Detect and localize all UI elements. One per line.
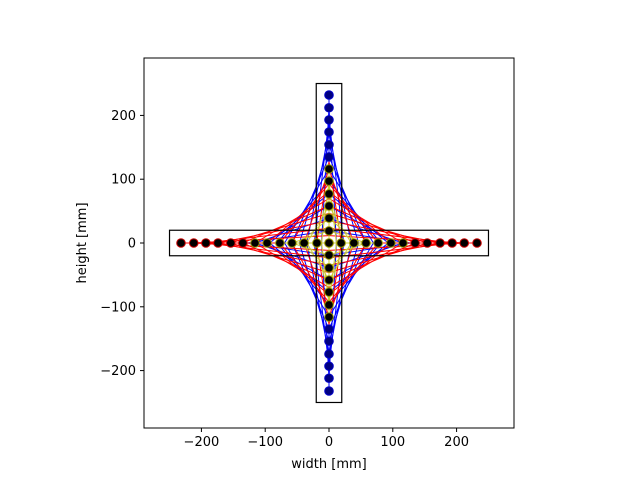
point-horizontal — [188, 238, 199, 248]
point-inner-horizontal — [373, 238, 383, 248]
y-tick-label: 200 — [111, 109, 136, 124]
point-inner-vertical — [324, 263, 334, 273]
point-inner-vertical — [324, 312, 334, 322]
point-horizontal — [176, 238, 186, 248]
x-tick-label: 100 — [380, 435, 405, 450]
point-inner-horizontal — [287, 238, 297, 248]
point-inner-horizontal — [386, 238, 396, 248]
point-inner-horizontal — [336, 238, 346, 248]
y-axis-label: height [mm] — [75, 202, 90, 283]
point-inner-vertical — [324, 164, 334, 174]
point-vertical — [324, 152, 334, 162]
y-tick-label: 0 — [128, 237, 136, 252]
x-tick-label: 200 — [444, 435, 469, 450]
point-inner-horizontal — [312, 238, 322, 248]
point-inner-vertical — [324, 238, 334, 248]
point-horizontal — [213, 238, 223, 248]
string-line — [328, 242, 411, 256]
point-inner-horizontal — [349, 238, 359, 248]
point-inner-horizontal — [299, 238, 309, 248]
point-inner-vertical — [324, 189, 334, 199]
x-tick-label: −200 — [184, 435, 220, 450]
point-inner-vertical — [324, 287, 334, 297]
point-vertical — [324, 373, 334, 384]
point-horizontal — [447, 238, 457, 248]
point-horizontal — [435, 238, 445, 248]
point-inner-horizontal — [275, 238, 285, 248]
point-inner-horizontal — [250, 238, 260, 248]
point-horizontal — [225, 238, 236, 248]
string-line — [328, 230, 367, 244]
point-vertical — [324, 115, 334, 125]
y-tick-label: −200 — [100, 364, 136, 379]
point-vertical — [324, 349, 334, 359]
y-tick-label: −100 — [100, 300, 136, 315]
string-line — [328, 242, 367, 256]
x-tick-label: −100 — [247, 435, 283, 450]
point-vertical — [324, 361, 334, 371]
point-inner-vertical — [324, 275, 334, 285]
point-vertical — [324, 336, 334, 347]
point-vertical — [324, 139, 334, 150]
point-vertical — [324, 127, 334, 137]
point-vertical — [324, 324, 334, 334]
y-tick-label: 100 — [111, 173, 136, 188]
point-vertical — [324, 102, 334, 113]
point-inner-horizontal — [262, 238, 272, 248]
x-axis-label: width [mm] — [291, 457, 366, 472]
point-horizontal — [459, 238, 470, 248]
point-vertical — [324, 90, 334, 100]
point-inner-vertical — [324, 213, 334, 223]
point-inner-horizontal — [361, 238, 371, 248]
plot-area — [168, 82, 490, 404]
point-vertical — [324, 386, 334, 396]
point-inner-vertical — [324, 176, 334, 186]
string-line — [247, 230, 330, 244]
point-inner-vertical — [324, 250, 334, 260]
axis-ticks: −200 −100 0 100 200 −200 −100 0 100 200 — [100, 109, 469, 450]
x-tick-label: 0 — [325, 435, 333, 450]
point-horizontal — [238, 238, 248, 248]
string-line — [291, 242, 330, 256]
string-line — [291, 230, 330, 244]
point-inner-vertical — [324, 300, 334, 310]
point-horizontal — [422, 238, 433, 248]
string-line — [328, 230, 411, 244]
point-horizontal — [472, 238, 482, 248]
data-points — [176, 90, 482, 396]
point-horizontal — [410, 238, 420, 248]
point-inner-vertical — [324, 226, 334, 236]
point-inner-vertical — [324, 201, 334, 211]
string-line — [247, 242, 330, 256]
point-horizontal — [201, 238, 211, 248]
point-inner-horizontal — [398, 238, 408, 248]
